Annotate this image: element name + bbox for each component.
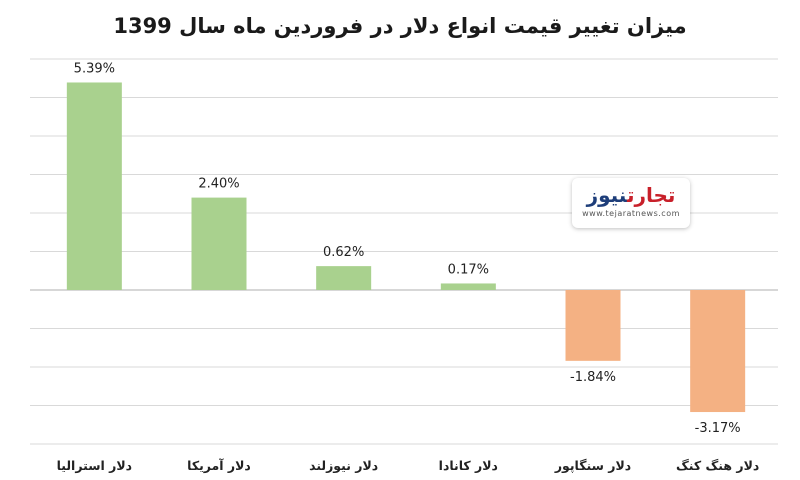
- watermark-logo: تجارتنیوز www.tejaratnews.com: [572, 178, 690, 228]
- category-label: دلار هنگ کنگ: [676, 458, 759, 473]
- logo-text-tejarat: تجارت: [626, 183, 676, 207]
- bar: [565, 290, 621, 361]
- data-label: 0.17%: [448, 262, 489, 277]
- data-label: -3.17%: [695, 421, 741, 436]
- category-label: دلار کانادا: [439, 458, 498, 473]
- data-label: 0.62%: [323, 245, 364, 260]
- category-label: دلار آمریکا: [187, 458, 251, 473]
- data-label: 5.39%: [74, 61, 115, 76]
- bar: [66, 82, 122, 290]
- category-label: دلار استرالیا: [57, 458, 133, 473]
- bar: [440, 283, 496, 290]
- category-label: دلار نیوزلند: [309, 458, 378, 473]
- bar: [690, 290, 746, 413]
- logo-text-news: نیوز: [586, 183, 627, 207]
- data-label: -1.84%: [570, 370, 616, 385]
- category-label: دلار سنگاپور: [554, 458, 631, 473]
- bar: [316, 266, 372, 290]
- logo-url: www.tejaratnews.com: [582, 209, 680, 218]
- data-label: 2.40%: [198, 177, 239, 192]
- bar: [191, 197, 247, 290]
- chart-title: میزان تغییر قیمت انواع دلار در فروردین م…: [113, 14, 687, 38]
